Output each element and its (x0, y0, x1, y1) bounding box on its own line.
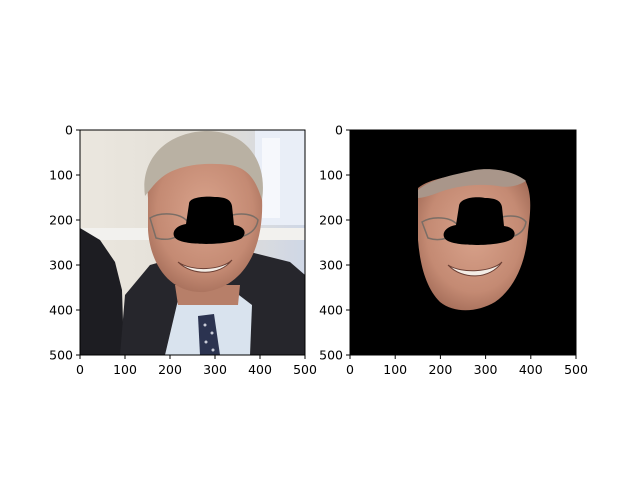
y-tick-label: 400 (49, 303, 73, 318)
x-tick-label: 500 (564, 362, 588, 377)
x-tick-label: 0 (76, 362, 84, 377)
right-image-panel (349, 129, 577, 356)
left-photo (80, 130, 305, 355)
y-tick-label: 0 (65, 123, 73, 138)
y-tick-label: 500 (319, 348, 343, 363)
x-tick-label: 300 (474, 362, 498, 377)
y-tick-label: 100 (49, 168, 73, 183)
y-tick-label: 500 (49, 348, 73, 363)
x-tick-label: 400 (248, 362, 272, 377)
right-masked-face (350, 130, 576, 355)
x-tick-label: 0 (346, 362, 354, 377)
x-tick-label: 200 (158, 362, 182, 377)
y-tick-label: 300 (49, 258, 73, 273)
x-tick-label: 300 (203, 362, 227, 377)
x-tick-label: 500 (293, 362, 317, 377)
y-tick-label: 0 (335, 123, 343, 138)
x-tick-label: 100 (383, 362, 407, 377)
y-tick-label: 200 (49, 213, 73, 228)
x-tick-label: 400 (519, 362, 543, 377)
x-tick-label: 100 (113, 362, 137, 377)
y-tick-label: 400 (319, 303, 343, 318)
x-tick-label: 200 (428, 362, 452, 377)
y-tick-label: 200 (319, 213, 343, 228)
y-tick-label: 100 (319, 168, 343, 183)
left-image-panel (79, 129, 306, 356)
y-tick-label: 300 (319, 258, 343, 273)
